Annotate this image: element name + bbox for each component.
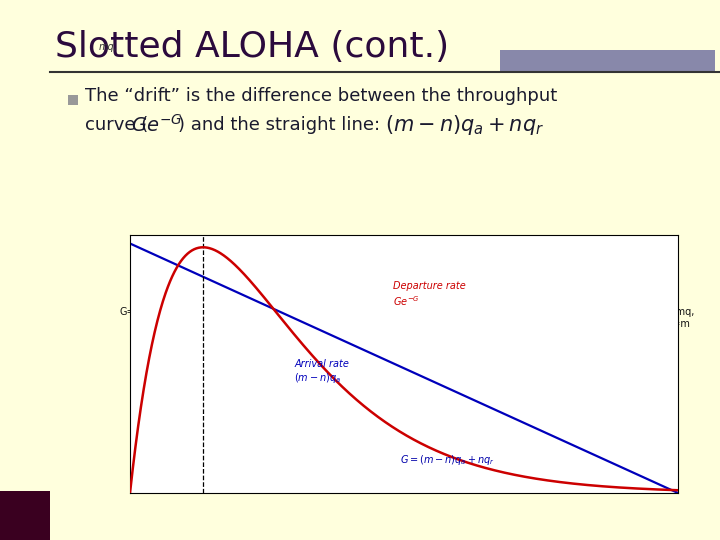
Text: mq,: mq, bbox=[99, 42, 118, 52]
Text: $Ge^{-G}$: $Ge^{-G}$ bbox=[131, 114, 182, 136]
Text: G=0: G=0 bbox=[119, 307, 141, 317]
Text: $G=(m-n)q_a+nq_r$: $G=(m-n)q_a+nq_r$ bbox=[400, 453, 495, 467]
Bar bbox=[68, 95, 78, 105]
Text: curve (: curve ( bbox=[85, 116, 148, 134]
Bar bbox=[500, 50, 715, 72]
Text: Arrival rate
$(m-n)q_a$: Arrival rate $(m-n)q_a$ bbox=[294, 359, 349, 385]
Text: $(m-n)q_a + nq_r$: $(m-n)q_a + nq_r$ bbox=[385, 113, 544, 137]
Text: The “drift” is the difference between the throughput: The “drift” is the difference between th… bbox=[85, 87, 557, 105]
Bar bbox=[0, 491, 50, 540]
Text: Slotted ALOHA (cont.): Slotted ALOHA (cont.) bbox=[55, 30, 449, 64]
Text: Departure rate
$Ge^{-G}$: Departure rate $Ge^{-G}$ bbox=[393, 281, 466, 308]
Text: G=mq,
n=0: G=mq, n=0 bbox=[186, 307, 220, 329]
Text: G=mq,
n=m: G=mq, n=m bbox=[661, 307, 696, 329]
Text: ) and the straight line:: ) and the straight line: bbox=[178, 116, 392, 134]
